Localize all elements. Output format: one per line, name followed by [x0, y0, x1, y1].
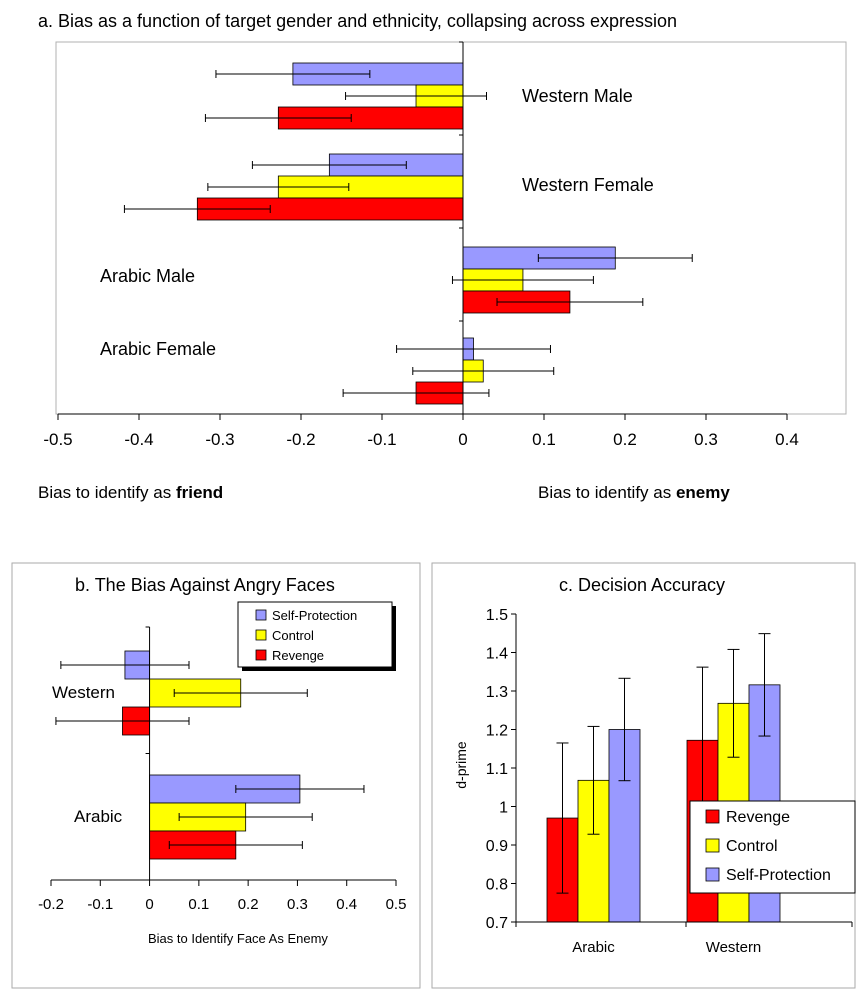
panel-a: a. Bias as a function of target gender a…	[38, 11, 847, 502]
chart-a-xlabel-left: Bias to identify as friend	[38, 483, 223, 502]
chart-b-legend-label-self_protection: Self-Protection	[272, 608, 357, 623]
b-category-label: Arabic	[74, 807, 123, 826]
chart-b-xlabel: Bias to Identify Face As Enemy	[148, 931, 328, 946]
chart-c-ylabel: d-prime	[453, 741, 469, 789]
c-category-label: Arabic	[572, 939, 615, 956]
chart-a-category-labels: Western Male Western Female Arabic Male Ara…	[100, 86, 654, 359]
b-x-tick-label: 0.3	[287, 896, 308, 913]
a-x-tick-label: 0.3	[694, 430, 718, 449]
chart-a-xlabel-left-bold: friend	[176, 483, 223, 502]
chart-a-error-bars	[123, 70, 693, 397]
chart-c-legend-swatch-self_protection	[705, 867, 720, 882]
b-x-tick-label: 0.5	[386, 896, 407, 913]
a-x-tick-label: 0	[458, 430, 467, 449]
a-x-tick-label: -0.3	[205, 430, 234, 449]
b-x-tick-label: -0.1	[87, 896, 113, 913]
chart-a-xlabel-left-prefix: Bias to identify as	[38, 483, 176, 502]
chart-c-category-labels: Arabic Western	[572, 939, 761, 956]
chart-b-legend-label-control: Control	[272, 628, 314, 643]
chart-c-legend-label-revenge: Revenge	[726, 809, 790, 826]
chart-a-title: a. Bias as a function of target gender a…	[38, 11, 677, 31]
b-x-tick-label: -0.2	[38, 896, 64, 913]
b-x-tick-label: 0.4	[336, 896, 357, 913]
b-category-label: Western	[52, 683, 115, 702]
c-y-tick-label: 0.8	[486, 877, 508, 894]
b-x-tick-label: 0	[145, 896, 153, 913]
c-y-tick-label: 1.2	[486, 723, 508, 740]
a-category-label: Arabic Male	[100, 266, 195, 286]
chart-c-legend: Revenge Control Self-Protection	[689, 800, 856, 894]
a-x-tick-label: 0.4	[775, 430, 799, 449]
chart-b-legend-swatch-control	[255, 629, 267, 641]
chart-b-legend-swatch-self_protection	[255, 609, 267, 621]
chart-c-legend-swatch-control	[705, 838, 720, 853]
chart-c-legend-label-control: Control	[726, 838, 778, 855]
chart-a-xlabel-right: Bias to identify as enemy	[538, 483, 730, 502]
b-x-tick-label: 0.2	[238, 896, 259, 913]
c-y-tick-label: 1	[499, 800, 508, 817]
c-y-tick-label: 1.3	[486, 684, 508, 701]
a-category-label: Arabic Female	[100, 339, 216, 359]
c-y-tick-label: 0.9	[486, 838, 508, 855]
chart-c-error-bars	[556, 633, 771, 894]
chart-c-frame	[431, 562, 856, 989]
chart-b-title: b. The Bias Against Angry Faces	[75, 575, 335, 595]
a-x-tick-label: -0.4	[124, 430, 153, 449]
panel-b: b. The Bias Against Angry Faces -0.2 -0.1…	[11, 562, 421, 989]
chart-b-legend: Self-Protection Control Revenge	[237, 601, 396, 671]
chart-b-error-bars	[55, 661, 365, 849]
chart-b-legend-swatch-revenge	[255, 649, 267, 661]
c-y-tick-label: 0.7	[486, 915, 508, 932]
a-x-tick-label: 0.2	[613, 430, 637, 449]
c-category-label: Western	[706, 939, 762, 956]
chart-c-y-axis: 0.7 0.8 0.9 1 1.1 1.2 1.3 1.4 1.5	[486, 607, 853, 932]
b-x-tick-label: 0.1	[188, 896, 209, 913]
c-y-tick-label: 1.4	[486, 646, 508, 663]
a-category-label: Western Male	[522, 86, 633, 106]
a-x-tick-label: -0.2	[286, 430, 315, 449]
a-category-label: Western Female	[522, 175, 654, 195]
chart-a-xlabel-right-prefix: Bias to identify as	[538, 483, 676, 502]
chart-b-x-axis: -0.2 -0.1 0 0.1 0.2 0.3 0.4 0.5	[38, 626, 407, 913]
c-y-tick-label: 1.5	[486, 607, 508, 624]
chart-c-title: c. Decision Accuracy	[559, 575, 725, 595]
chart-b-bars	[122, 650, 301, 860]
chart-b-legend-label-revenge: Revenge	[272, 648, 324, 663]
chart-a-x-axis: -0.5 -0.4 -0.3 -0.2 -0.1 0 0.1 0.2 0.3 0.4	[43, 41, 799, 449]
a-x-tick-label: -0.1	[367, 430, 396, 449]
chart-a-xlabel-right-bold: enemy	[676, 483, 730, 502]
panel-c: c. Decision Accuracy 0.7 0.8 0.9 1 1.1 1.2 1.3…	[431, 562, 856, 989]
a-x-tick-label: -0.5	[43, 430, 72, 449]
c-y-tick-label: 1.1	[486, 761, 508, 778]
chart-c-legend-swatch-revenge	[705, 809, 720, 824]
chart-c-legend-label-self_protection: Self-Protection	[726, 867, 831, 884]
chart-b-category-labels: Western Arabic	[52, 683, 123, 826]
a-x-tick-label: 0.1	[532, 430, 556, 449]
